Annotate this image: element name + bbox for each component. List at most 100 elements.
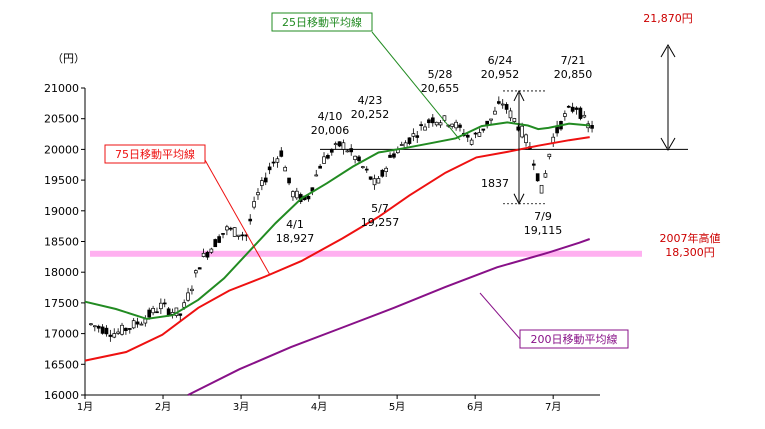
candle-body (384, 167, 388, 172)
drop-width-label: 1837 (481, 177, 509, 190)
candle-body (481, 128, 486, 131)
candle-body (399, 144, 404, 146)
ma-leader-line (204, 159, 271, 276)
candle-body (357, 156, 361, 162)
candle-body (190, 288, 194, 292)
ma-label-text: 75日移動平均線 (115, 147, 195, 161)
ma-label-text: 25日移動平均線 (282, 15, 362, 29)
candle-body (535, 173, 540, 182)
candle-body (116, 331, 120, 334)
candle-body (178, 313, 183, 316)
x-tick-label: 3月 (233, 401, 249, 413)
candle-body (147, 309, 152, 318)
candle-body (500, 103, 505, 106)
ma-label-text: 200日移動平均線 (531, 332, 618, 346)
candle-body (349, 148, 354, 153)
high-2007-label-line1: 2007年高値 (660, 231, 721, 245)
candle-body (96, 325, 101, 329)
y-tick-label: 20000 (44, 143, 79, 156)
y-tick-label: 17500 (44, 297, 79, 310)
candle-body (166, 308, 171, 316)
high-2007-band (90, 250, 642, 257)
candle-body (89, 323, 93, 326)
candle-body (419, 124, 423, 126)
candle-body (465, 134, 470, 138)
annotation-value: 20,850 (554, 68, 593, 81)
candle-body (415, 135, 420, 138)
candle-body (392, 153, 396, 158)
candle-body (337, 141, 342, 147)
moving-averages (84, 121, 591, 396)
y-tick-label: 20500 (44, 113, 79, 126)
candle-body (225, 226, 229, 231)
candle-body (368, 176, 373, 180)
candle-body (524, 134, 528, 144)
candle-body (100, 326, 105, 334)
y-tick-label: 19500 (44, 174, 79, 187)
candle-body (333, 143, 338, 146)
ma-label-box (271, 12, 373, 32)
annotation-value: 20,006 (311, 124, 350, 137)
annotation-value: 18,927 (276, 232, 315, 245)
candle-body (578, 107, 583, 119)
candle-body (438, 122, 443, 126)
candle-body (108, 334, 113, 337)
candle-body (582, 114, 587, 118)
high-2007-label-value: 18,300円 (665, 246, 715, 259)
candle-body (563, 113, 567, 117)
drop-arrow-head-up (513, 89, 525, 102)
candle-body (570, 106, 575, 112)
candle-body (236, 234, 241, 237)
candle-body (430, 117, 435, 124)
x-tick-label: 1月 (77, 401, 93, 413)
candle-body (124, 327, 128, 331)
candle-body (423, 126, 427, 131)
candle-body (427, 119, 431, 124)
candle-body (543, 173, 548, 178)
x-tick-label: 4月 (311, 401, 327, 413)
candle-body (547, 153, 552, 158)
candle-body (469, 139, 474, 145)
candle-body (493, 110, 497, 115)
annotation-date: 4/1 (286, 218, 304, 231)
candle-body (364, 168, 369, 171)
target-arrow-head-down (660, 137, 676, 151)
candle-body (372, 178, 377, 186)
ma-line-0 (84, 121, 590, 320)
drop-arrow-head-down (513, 193, 525, 205)
candle-body (139, 323, 144, 326)
target-label: 21,870円 (643, 12, 693, 25)
candle-body (221, 233, 225, 235)
candle-body (434, 121, 439, 126)
candle-body (127, 328, 132, 330)
annotation-date: 7/21 (561, 54, 586, 67)
x-tick-label: 6月 (467, 401, 483, 413)
candle-body (329, 149, 334, 153)
candle-body (291, 191, 295, 198)
candle-body (112, 333, 117, 338)
x-tick-label: 5月 (389, 401, 405, 413)
candle-body (512, 118, 517, 122)
candle-body (283, 166, 287, 172)
candle-body (232, 227, 237, 237)
candle-body (209, 248, 214, 253)
x-tick-label: 7月 (545, 401, 561, 413)
candle-body (228, 227, 233, 230)
candle-body (407, 137, 412, 144)
candle-body (252, 201, 256, 208)
annotation-date: 4/23 (358, 94, 383, 107)
candle-body (353, 155, 357, 160)
annotation-date: 4/10 (318, 110, 343, 123)
candle-body (201, 252, 206, 257)
candle-body (318, 165, 322, 169)
candle-body (314, 174, 319, 177)
ma-line-2 (187, 238, 591, 396)
candle-body (322, 156, 326, 164)
candle-body (287, 177, 291, 184)
candle-body (159, 302, 163, 310)
candle-body (295, 190, 299, 199)
candle-body (217, 236, 221, 243)
annotation-date: 5/7 (371, 202, 389, 215)
